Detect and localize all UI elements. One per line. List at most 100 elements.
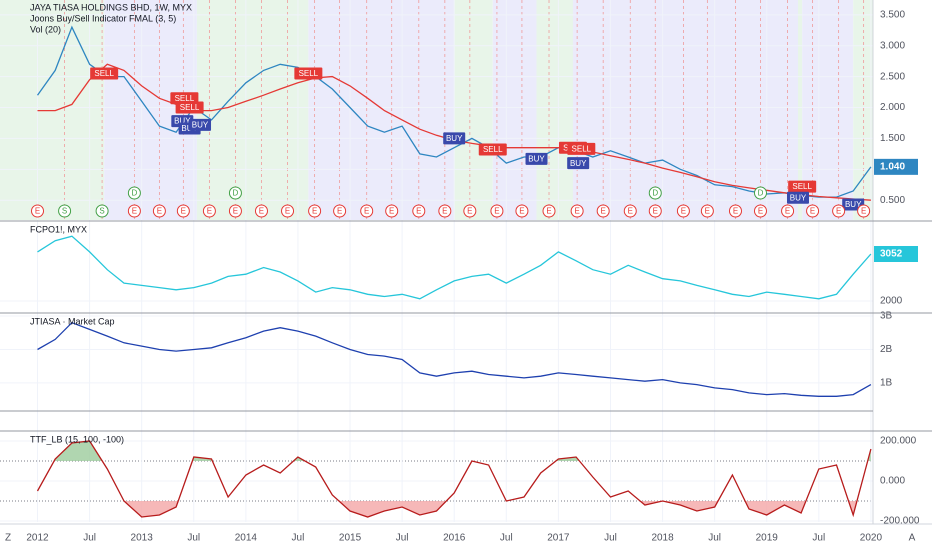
x-tick-label: Jul [83, 533, 96, 544]
current-box [874, 245, 918, 262]
event-label: E [836, 207, 841, 216]
y-tick-label: 200.000 [880, 436, 917, 447]
signal-box [478, 143, 507, 156]
event-label: E [233, 207, 238, 216]
indicator-title: Joons Buy/Sell Indicator FMAL (3, 5) [30, 13, 176, 23]
signal-label: SELL [175, 94, 195, 103]
event-badge [127, 186, 141, 200]
signal-label: SELL [299, 69, 319, 78]
event-label: E [35, 207, 40, 216]
event-badge [31, 204, 45, 218]
event-label: E [733, 207, 738, 216]
event-label: S [62, 207, 67, 216]
event-label: E [337, 207, 342, 216]
series-line [36, 440, 872, 518]
x-tick-label: Jul [396, 533, 409, 544]
grid [0, 0, 873, 522]
signal-label: BUY [174, 117, 191, 126]
event-label: D [233, 189, 239, 198]
event-label: E [601, 207, 606, 216]
event-badge [95, 204, 109, 218]
y-tick-label: 2.000 [880, 102, 905, 113]
signal-box [788, 180, 817, 193]
signal-label: BUY [446, 134, 463, 143]
signal-box [294, 67, 323, 80]
signal-label: SELL [792, 182, 812, 191]
signal-box [175, 101, 204, 114]
event-badge [333, 204, 347, 218]
event-badge [623, 204, 637, 218]
x-tick-label: 2017 [547, 533, 570, 544]
signal-label: BUY [570, 159, 587, 168]
event-label: E [132, 207, 137, 216]
event-label: D [758, 189, 764, 198]
event-label: E [861, 207, 866, 216]
event-label: E [285, 207, 290, 216]
marks: SELLSELLSELLBUYBUYBUYSELLBUYSELLBUYSELLS… [31, 25, 872, 518]
event-badge [857, 204, 871, 218]
y-tick-label: 2B [880, 344, 893, 355]
event-badge [152, 204, 166, 218]
event-badge [700, 204, 714, 218]
y-tick-label: 0.500 [880, 195, 905, 206]
event-badge [228, 186, 242, 200]
event-label: E [259, 207, 264, 216]
signal-label: BUY [790, 193, 807, 202]
signal-zone [454, 0, 493, 220]
y-tick-label: 3B [880, 311, 893, 322]
x-tick-label: 2018 [651, 533, 674, 544]
event-label: E [389, 207, 394, 216]
signal-label: SELL [572, 145, 592, 154]
signal-zone [492, 0, 537, 220]
indicator-title: Vol (20) [30, 24, 61, 34]
event-label: E [785, 207, 790, 216]
signal-box [189, 118, 212, 131]
series-line [37, 235, 872, 300]
pane-title: JAYA TIASA HOLDINGS BHD, 1W, MYX [30, 2, 192, 12]
signal-label: BUY [845, 200, 862, 209]
event-badge [648, 204, 662, 218]
event-badge [360, 204, 374, 218]
current-label: 3052 [880, 249, 903, 260]
x-tick-label: Jul [292, 533, 305, 544]
event-label: E [157, 207, 162, 216]
event-label: E [519, 207, 524, 216]
event-label: E [546, 207, 551, 216]
event-badge [202, 204, 216, 218]
event-label: E [467, 207, 472, 216]
event-label: E [442, 207, 447, 216]
pane-title: TTF_LB (15, 100, -100) [30, 434, 124, 444]
y-tick-label: 3.500 [880, 9, 905, 20]
signal-box [90, 67, 119, 80]
signal-label: BUY [528, 154, 545, 163]
event-badge [806, 204, 820, 218]
y-tick-label: 3.000 [880, 40, 905, 51]
event-badge [753, 186, 767, 200]
event-label: E [207, 207, 212, 216]
series-line [37, 321, 872, 397]
event-label: S [99, 207, 104, 216]
signal-zone [797, 0, 803, 220]
x-tick-label: Jul [812, 533, 825, 544]
event-badge [728, 204, 742, 218]
event-label: E [364, 207, 369, 216]
corner-button: Z [5, 533, 11, 544]
event-badge [438, 204, 452, 218]
x-tick-label: 2020 [860, 533, 883, 544]
event-badge [58, 204, 72, 218]
pane-title: JTIASA · Market Cap [30, 316, 115, 326]
y-tick-label: 1B [880, 378, 893, 389]
signal-box [170, 92, 199, 105]
x-tick-label: Jul [708, 533, 721, 544]
x-tick-label: 2016 [443, 533, 466, 544]
signal-label: SELL [94, 69, 114, 78]
series-line [36, 25, 872, 198]
x-tick-label: 2013 [131, 533, 154, 544]
y-tick-label: -200.000 [880, 516, 920, 527]
event-label: E [628, 207, 633, 216]
axes: 0.5001.0001.5002.0002.5003.0003.5001.040… [5, 9, 920, 543]
event-badge [490, 204, 504, 218]
event-label: E [312, 207, 317, 216]
